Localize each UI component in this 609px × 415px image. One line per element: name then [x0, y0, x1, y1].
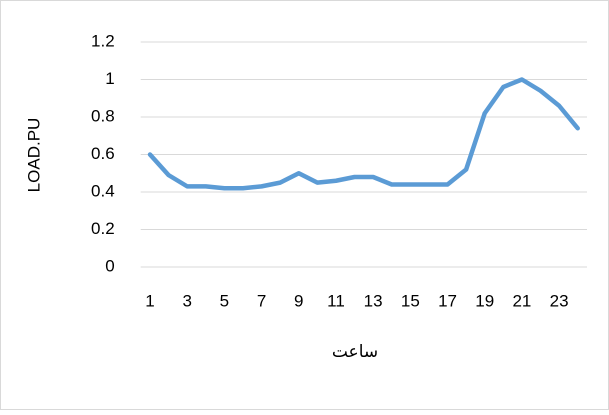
x-tick-label: 11: [327, 291, 345, 310]
y-tick-label: 0.4: [91, 181, 115, 200]
y-tick-label: 0.2: [91, 219, 115, 238]
x-tick-label: 9: [294, 291, 303, 310]
data-line: [147, 77, 580, 191]
x-tick-label: 13: [364, 291, 383, 310]
y-tick-label: 0.6: [91, 144, 115, 163]
x-tick-label: 17: [438, 291, 457, 310]
x-tick-label: 23: [550, 291, 569, 310]
y-axis-label: LOAD.PU: [24, 118, 43, 193]
x-tick-label: 19: [475, 291, 494, 310]
x-tick-label: 7: [257, 291, 266, 310]
x-axis-label: ساعت: [332, 342, 378, 362]
y-tick-label: 1.2: [91, 31, 115, 50]
y-tick-label: 0: [105, 256, 114, 275]
y-tick-label: 0.8: [91, 106, 115, 125]
y-tick-label: 1: [105, 69, 114, 88]
x-tick-label: 5: [220, 291, 229, 310]
x-tick-label: 3: [182, 291, 191, 310]
x-tick-label: 1: [145, 291, 154, 310]
x-tick-label: 15: [401, 291, 420, 310]
x-tick-label: 21: [512, 291, 531, 310]
